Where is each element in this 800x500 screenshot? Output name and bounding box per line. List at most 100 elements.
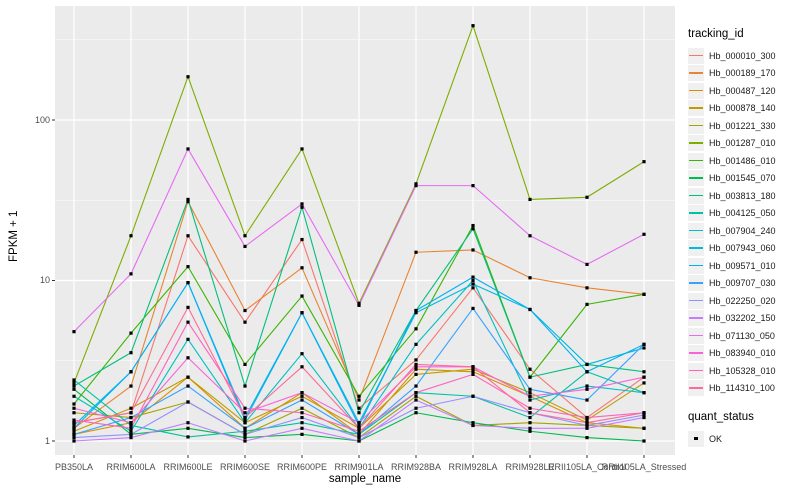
data-point-marker [129,411,133,415]
data-point-marker [585,426,589,430]
data-point-marker [186,281,190,285]
legend-key-swatch [688,135,704,152]
y-tick-label-1: 1 [44,435,50,446]
legend-item-Hb_071130_050: Hb_071130_050 [688,327,800,345]
data-point-marker [357,301,361,305]
legend-title-quant-status: quant_status [688,411,754,423]
data-point-marker [300,266,304,270]
data-point-marker [243,362,247,367]
legend-item-label: Hb_114310_100 [709,383,775,394]
data-point-marker [642,413,646,417]
legend-item-Hb_001486_010: Hb_001486_010 [688,152,800,170]
data-point-marker [528,394,532,398]
data-point-marker [414,358,418,362]
data-point-marker [471,227,475,231]
data-point-marker [414,184,418,188]
legend-item-label: Hb_003813_180 [709,190,776,201]
legend-item-label: Hb_001486_010 [709,155,776,166]
legend-item-Hb_009571_010: Hb_009571_010 [688,257,800,275]
quant-ok-key [688,430,704,447]
data-point-marker [129,432,133,436]
data-point-marker [243,234,247,238]
legend-item-Hb_001287_010: Hb_001287_010 [688,135,800,153]
data-point-marker [357,429,361,433]
data-point-marker [129,351,133,355]
data-point-marker [186,147,190,151]
panel-background [55,6,675,455]
data-point-marker [186,421,190,425]
legend: tracking_id Hb_000010_300 Hb_000189_170 Hb… [688,28,800,448]
x-axis-title: sample_name [328,473,402,485]
legend-color-line-icon [689,317,703,319]
data-point-marker [186,320,190,324]
data-point-marker [72,330,76,334]
data-point-marker [129,234,133,238]
legend-key-swatch [688,310,704,327]
data-point-marker [585,415,589,420]
legend-key-swatch [688,257,704,274]
x-tick-label-RRIM928LE: RRIM928LE [505,462,555,472]
legend-item-label: Hb_000189_170 [709,68,776,79]
data-point-marker [414,365,418,369]
data-point-marker [357,426,361,430]
legend-item-label: Hb_071130_050 [709,330,775,341]
x-tick-label-RRII105LA_Stressed: RRII105LA_Stressed [601,462,687,472]
data-point-marker [414,384,418,388]
data-point-marker [642,346,646,350]
data-point-marker [528,391,532,395]
data-point-marker [585,435,589,440]
data-point-marker [186,400,190,404]
data-point-marker [300,421,304,425]
legend-item-Hb_003813_180: Hb_003813_180 [688,187,800,205]
data-point-marker [528,429,532,433]
data-point-marker [300,394,304,398]
data-point-marker [243,320,247,324]
legend-item-label: Hb_083940_010 [709,348,776,359]
legend-item-Hb_000487_120: Hb_000487_120 [688,82,800,100]
data-point-marker [300,147,304,151]
data-point-marker [414,367,418,371]
data-point-marker [129,421,133,425]
data-point-marker [129,370,133,374]
data-point-marker [414,394,418,398]
data-point-marker [243,432,247,436]
data-point-marker [414,372,418,376]
legend-key-swatch [688,275,704,292]
data-point-marker [300,205,304,209]
data-point-marker [528,415,532,420]
data-point-marker [72,426,76,430]
data-point-marker [72,384,76,388]
data-point-marker [300,426,304,430]
data-point-marker [471,184,475,188]
legend-color-line-icon [689,124,703,127]
legend-title-tracking-id: tracking_id [688,28,744,40]
legend-item-Hb_004125_050: Hb_004125_050 [688,205,800,223]
legend-color-line-icon [689,142,703,144]
legend-item-label: Hb_001287_010 [709,138,776,149]
legend-item-label: OK [709,433,723,444]
x-tick-label-RRIM600SE: RRIM600SE [219,462,271,472]
legend-key-swatch [688,380,704,397]
data-point-marker [129,423,133,428]
legend-color-line-icon [689,247,703,249]
data-point-marker [642,375,646,379]
legend-color-line-icon [689,107,703,109]
data-point-marker [471,306,475,311]
legend-item-Hb_000010_300: Hb_000010_300 [688,47,800,65]
data-point-marker [186,375,190,379]
data-point-marker [414,391,418,395]
legend-key-swatch [688,205,704,222]
legend-item-Hb_001545_070: Hb_001545_070 [688,170,800,188]
data-point-marker [186,197,190,202]
data-point-marker [642,370,646,374]
data-point-marker [414,308,418,313]
x-tick-label-RRIM928BA: RRIM928BA [390,462,442,472]
legend-item-label: Hb_001545_070 [709,173,776,184]
data-point-marker [72,378,76,382]
data-point-marker [72,423,76,428]
legend-color-line-icon [689,264,703,267]
data-point-marker [186,265,190,269]
legend-key-swatch [688,82,704,99]
